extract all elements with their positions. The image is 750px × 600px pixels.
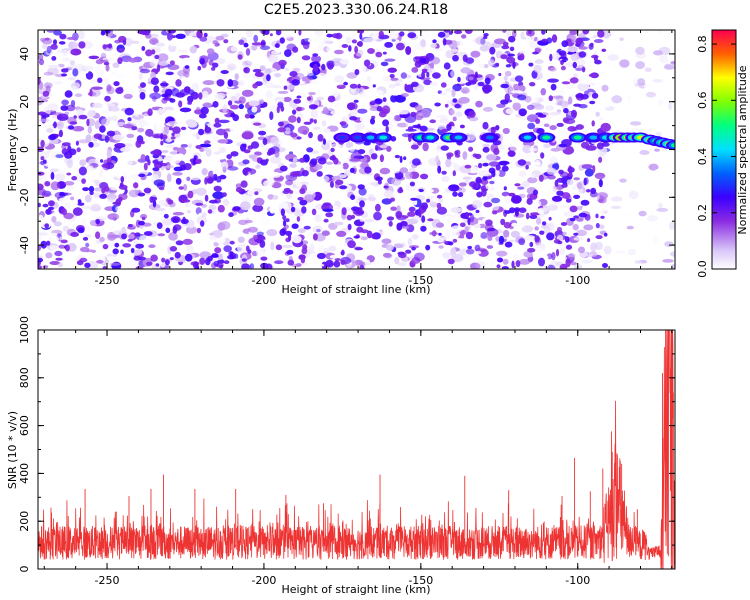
y-tick-label: 0: [18, 146, 31, 153]
bottom-y-axis-label: SNR (10 * v/v): [6, 411, 19, 489]
y-tick-label: 1000: [18, 316, 31, 344]
x-tick-label: -100: [565, 574, 590, 587]
spectrogram-signal: [333, 132, 675, 151]
y-tick-label: 20: [18, 95, 31, 109]
x-tick-label: -200: [251, 274, 276, 287]
figure-title: C2E5.2023.330.06.24.R18: [264, 2, 448, 18]
y-tick-label: -40: [18, 236, 31, 254]
colorbar-label: Normalized spectral amplitude: [736, 65, 749, 234]
top-x-axis-label: Height of straight line (km): [281, 283, 430, 296]
x-tick-label: -150: [408, 274, 433, 287]
snr-panel: -250 -200 -150 -100 0 200 400 600 800 1000 Height…: [6, 316, 676, 596]
y-tick-label: 200: [18, 511, 31, 532]
colorbar-tick-label: 0.0: [696, 260, 709, 278]
y-tick-label: 400: [18, 463, 31, 484]
colorbar-gradient: [711, 29, 737, 270]
colorbar: 0.0 0.2 0.4 0.6 0.8 Normalized spectral ampl…: [696, 29, 749, 278]
y-tick-label: 40: [18, 47, 31, 61]
snr-line: [38, 330, 675, 569]
y-tick-label: 0: [18, 566, 31, 573]
x-tick-label: -250: [95, 574, 120, 587]
colorbar-tick-label: 0.6: [696, 92, 709, 110]
colorbar-tick-label: 0.8: [696, 35, 709, 53]
x-tick-label: -100: [565, 274, 590, 287]
snr-spikes: [38, 330, 675, 544]
y-tick-label: -20: [18, 188, 31, 206]
colorbar-tick-label: 0.2: [696, 204, 709, 222]
y-tick-label: 800: [18, 367, 31, 388]
top-y-axis-label: Frequency (Hz): [6, 109, 19, 192]
spectrogram-noise: [38, 30, 675, 269]
x-tick-label: -150: [408, 574, 433, 587]
bottom-x-axis-label: Height of straight line (km): [281, 583, 430, 596]
colorbar-tick-label: 0.4: [696, 148, 709, 166]
x-tick-label: -250: [95, 274, 120, 287]
y-tick-label: 600: [18, 415, 31, 436]
x-tick-label: -200: [251, 574, 276, 587]
